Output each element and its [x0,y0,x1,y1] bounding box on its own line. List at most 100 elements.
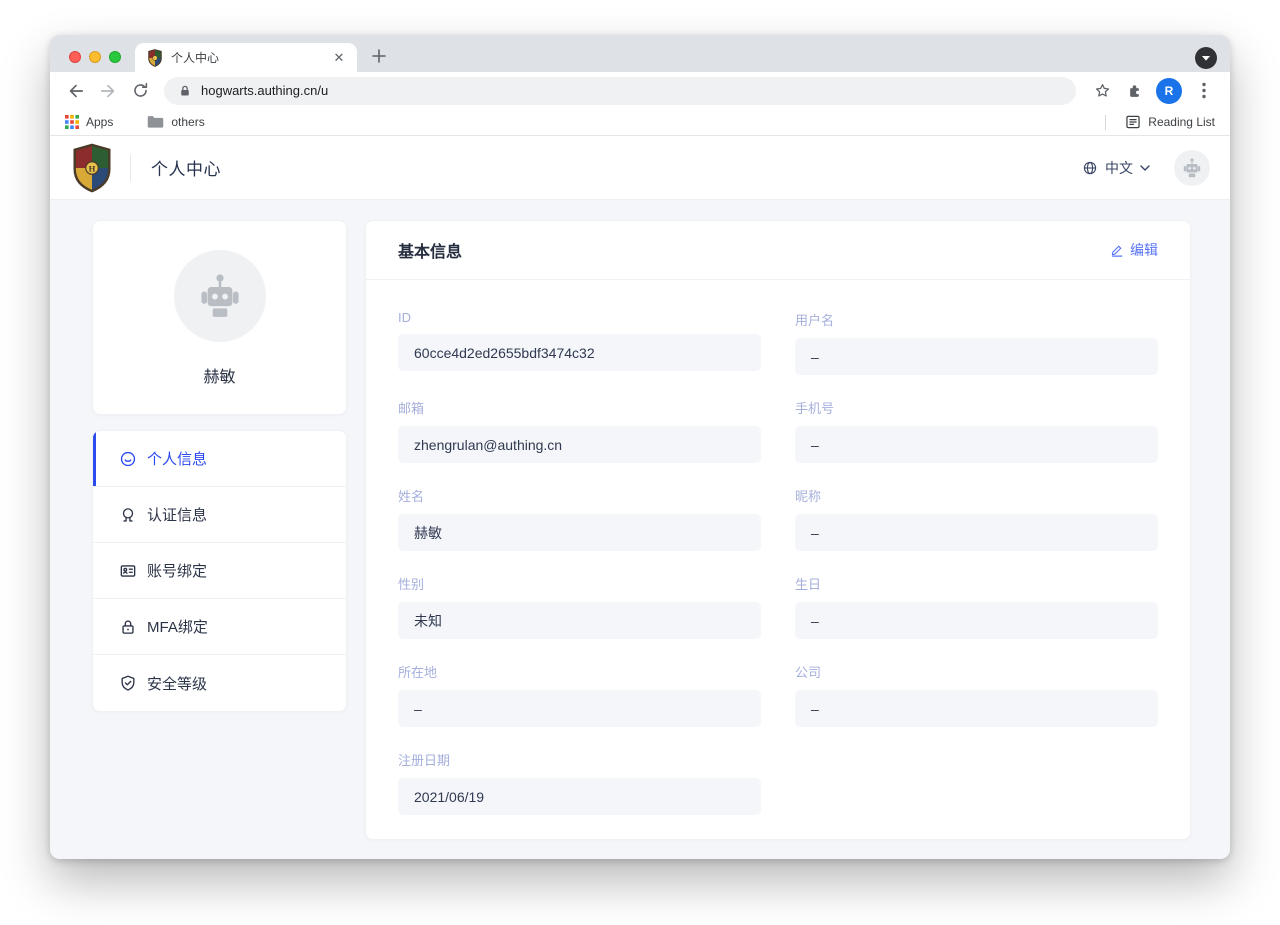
bookmark-folder-others[interactable]: others [147,115,205,129]
robot-avatar-icon [1183,157,1201,177]
tab-favicon-hogwarts-crest-icon [147,48,163,67]
field-label: 邮箱 [398,401,425,416]
reading-list-label: Reading List [1148,115,1215,129]
chrome-profile-avatar[interactable]: R [1156,77,1182,104]
basic-info-form: ID 60cce4d2ed2655bdf3474c32 用户名 – 邮箱 zhe… [366,280,1190,839]
url-bar[interactable]: hogwarts.authing.cn/u [164,76,1076,105]
bookmark-star-button[interactable] [1088,77,1116,105]
smile-circle-icon [119,450,137,468]
field-gender: 性别 未知 [398,574,761,639]
edit-button-label: 编辑 [1130,242,1158,258]
tab-close-icon[interactable]: ✕ [333,49,345,65]
new-tab-button[interactable] [365,42,393,70]
bookmarks-divider [1105,114,1107,130]
sidebar: 赫敏 个人信息 认证信息 [92,220,347,712]
secure-lock-icon [181,85,189,96]
apps-grid-icon [65,115,79,129]
reload-button[interactable] [126,77,154,105]
header-divider [130,154,131,181]
zoom-window-button[interactable] [109,51,121,63]
field-label: 手机号 [795,401,835,416]
hogwarts-crest-icon: H [70,143,114,193]
panel-title: 基本信息 [398,244,463,261]
bookmark-apps[interactable]: Apps [65,115,113,129]
panel-header: 基本信息 编辑 [366,221,1190,280]
profile-name: 赫敏 [203,369,236,386]
profile-avatar [173,250,266,342]
page-title: 个人中心 [151,160,221,179]
reload-icon [133,82,147,97]
field-register-date: 注册日期 2021/06/19 [398,750,761,815]
sidebar-item-label: 认证信息 [147,507,208,524]
field-value: – [398,690,761,727]
field-value: zhengrulan@authing.cn [398,426,761,463]
field-id: ID 60cce4d2ed2655bdf3474c32 [398,310,761,375]
shield-check-icon [119,674,137,692]
sidebar-item-label: MFA绑定 [147,619,208,636]
field-label: 公司 [795,665,822,680]
url-text: hogwarts.authing.cn/u [201,83,329,98]
field-value: 60cce4d2ed2655bdf3474c32 [398,334,761,371]
badge-icon [119,506,137,524]
tab-title: 个人中心 [171,51,220,65]
forward-arrow-icon [100,84,115,97]
field-email: 邮箱 zhengrulan@authing.cn [398,398,761,463]
chevron-down-icon [1140,164,1150,171]
field-label: 生日 [795,577,822,592]
tab-search-button[interactable] [1195,47,1217,69]
basic-info-panel: 基本信息 编辑 ID 60cce4d2ed2655bdf3474c32 用户名 … [365,220,1191,840]
sidebar-item-mfa-binding[interactable]: MFA绑定 [93,599,346,655]
forward-button[interactable] [94,77,122,105]
window-controls [69,51,121,63]
browser-window: 个人中心 ✕ [50,35,1230,859]
folder-icon [148,116,164,128]
field-label: 性别 [398,577,425,592]
field-label: 所在地 [398,665,438,680]
sidebar-item-personal-info[interactable]: 个人信息 [93,431,346,487]
plus-icon [372,49,386,63]
sidebar-menu: 个人信息 认证信息 账号绑定 [92,430,347,712]
browser-toolbar: hogwarts.authing.cn/u R [50,72,1230,109]
puzzle-icon [1129,85,1139,97]
field-value: – [795,338,1158,375]
page-content: 赫敏 个人信息 认证信息 [50,200,1230,859]
sidebar-item-auth-info[interactable]: 认证信息 [93,487,346,543]
language-label: 中文 [1105,159,1133,176]
back-button[interactable] [62,77,90,105]
edit-pencil-icon [1111,245,1123,257]
user-avatar[interactable] [1174,149,1210,186]
field-value: – [795,426,1158,463]
minimize-window-button[interactable] [89,51,101,63]
bookmark-others-label: others [171,115,205,129]
language-selector[interactable]: 中文 [1082,158,1150,178]
field-label: 昵称 [795,489,822,504]
reading-list-button[interactable]: Reading List [1125,114,1215,130]
sidebar-item-account-binding[interactable]: 账号绑定 [93,543,346,599]
robot-avatar-icon [200,274,239,317]
sidebar-item-security-level[interactable]: 安全等级 [93,655,346,711]
browser-menu-button[interactable] [1190,77,1218,105]
app-header: H 个人中心 中文 [50,136,1230,200]
svg-text:H: H [89,163,96,173]
field-value: 未知 [398,602,761,639]
field-value: – [795,514,1158,551]
field-label: 用户名 [795,313,835,328]
bookmarks-bar: Apps others Reading List [50,109,1230,136]
field-birthday: 生日 – [795,574,1158,639]
three-dots-icon [1202,82,1206,99]
field-value: 赫敏 [398,514,761,551]
browser-tab[interactable]: 个人中心 ✕ [135,43,357,72]
field-username: 用户名 – [795,310,1158,375]
id-card-icon [119,562,137,580]
close-window-button[interactable] [69,51,81,63]
field-phone: 手机号 – [795,398,1158,463]
field-company: 公司 – [795,662,1158,727]
back-arrow-icon [69,84,84,97]
field-value: – [795,690,1158,727]
field-value: – [795,602,1158,639]
field-name: 姓名 赫敏 [398,486,761,551]
edit-button[interactable]: 编辑 [1110,240,1158,260]
field-label: 注册日期 [398,753,451,768]
extensions-button[interactable] [1120,77,1148,105]
